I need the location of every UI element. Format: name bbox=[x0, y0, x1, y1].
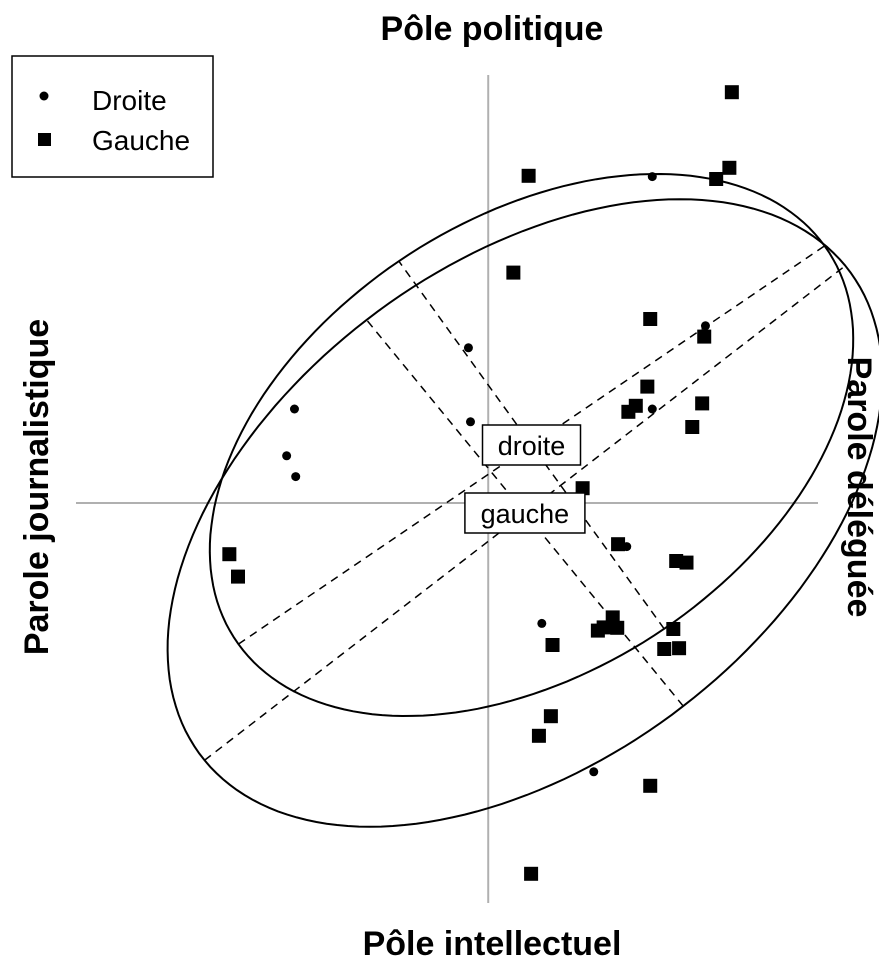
axes-group bbox=[76, 75, 818, 903]
ellipse-droite-label: droite bbox=[498, 431, 566, 461]
point-gauche-7 bbox=[640, 379, 655, 394]
point-gauche-2 bbox=[709, 172, 724, 186]
right-axis-label: Parole déléguée bbox=[840, 357, 878, 618]
point-gauche-15 bbox=[679, 555, 694, 570]
legend-gauche-marker bbox=[38, 133, 51, 146]
point-gauche-3 bbox=[521, 168, 536, 183]
point-gauche-25 bbox=[531, 728, 546, 743]
bottom-pole-label: Pôle intellectuel bbox=[363, 925, 622, 963]
point-droite-6 bbox=[282, 451, 292, 461]
point-gauche-1 bbox=[722, 160, 737, 175]
point-droite-4 bbox=[465, 417, 475, 427]
point-gauche-17 bbox=[666, 622, 681, 636]
point-droite-5 bbox=[289, 404, 299, 414]
ellipse-gauche-major-axis bbox=[204, 265, 846, 761]
legend-droite-label: Droite bbox=[92, 85, 167, 116]
point-droite-9 bbox=[537, 618, 547, 628]
point-gauche-20 bbox=[610, 620, 625, 635]
left-axis-label: Parole journalistique bbox=[18, 319, 56, 655]
point-gauche-27 bbox=[524, 866, 539, 881]
point-gauche-11 bbox=[685, 420, 700, 434]
point-droite-0 bbox=[647, 172, 657, 182]
point-gauche-21 bbox=[657, 642, 672, 656]
point-gauche-26 bbox=[643, 778, 658, 793]
point-gauche-10 bbox=[695, 396, 710, 411]
point-gauche-6 bbox=[697, 329, 712, 344]
point-gauche-22 bbox=[672, 641, 687, 656]
point-droite-10 bbox=[589, 767, 599, 777]
point-droite-7 bbox=[291, 472, 301, 482]
ellipse-gauche-label-box bbox=[464, 492, 586, 534]
legend: Droite Gauche bbox=[11, 55, 214, 178]
point-gauche-5 bbox=[643, 312, 658, 326]
legend-box bbox=[11, 55, 214, 178]
point-gauche-13 bbox=[611, 537, 626, 552]
point-droite-3 bbox=[647, 404, 657, 414]
point-gauche-12 bbox=[575, 481, 590, 496]
point-gauche-29 bbox=[231, 569, 246, 584]
point-gauche-9 bbox=[621, 404, 636, 419]
point-droite-1 bbox=[700, 321, 710, 331]
point-gauche-4 bbox=[506, 265, 521, 280]
ellipse-droite-label-box bbox=[481, 424, 582, 466]
point-gauche-0 bbox=[724, 85, 739, 100]
top-pole-label: Pôle politique bbox=[381, 10, 604, 48]
ellipse-label-layer: droite gauche bbox=[464, 424, 586, 534]
ellipse-gauche-label: gauche bbox=[481, 499, 570, 529]
legend-droite-marker bbox=[39, 91, 49, 101]
legend-gauche-label: Gauche bbox=[92, 125, 190, 156]
point-gauche-19 bbox=[596, 620, 611, 635]
point-layer bbox=[222, 85, 739, 881]
point-droite-2 bbox=[463, 343, 473, 353]
point-gauche-28 bbox=[222, 547, 237, 562]
point-gauche-24 bbox=[543, 709, 558, 724]
point-gauche-23 bbox=[545, 638, 560, 652]
